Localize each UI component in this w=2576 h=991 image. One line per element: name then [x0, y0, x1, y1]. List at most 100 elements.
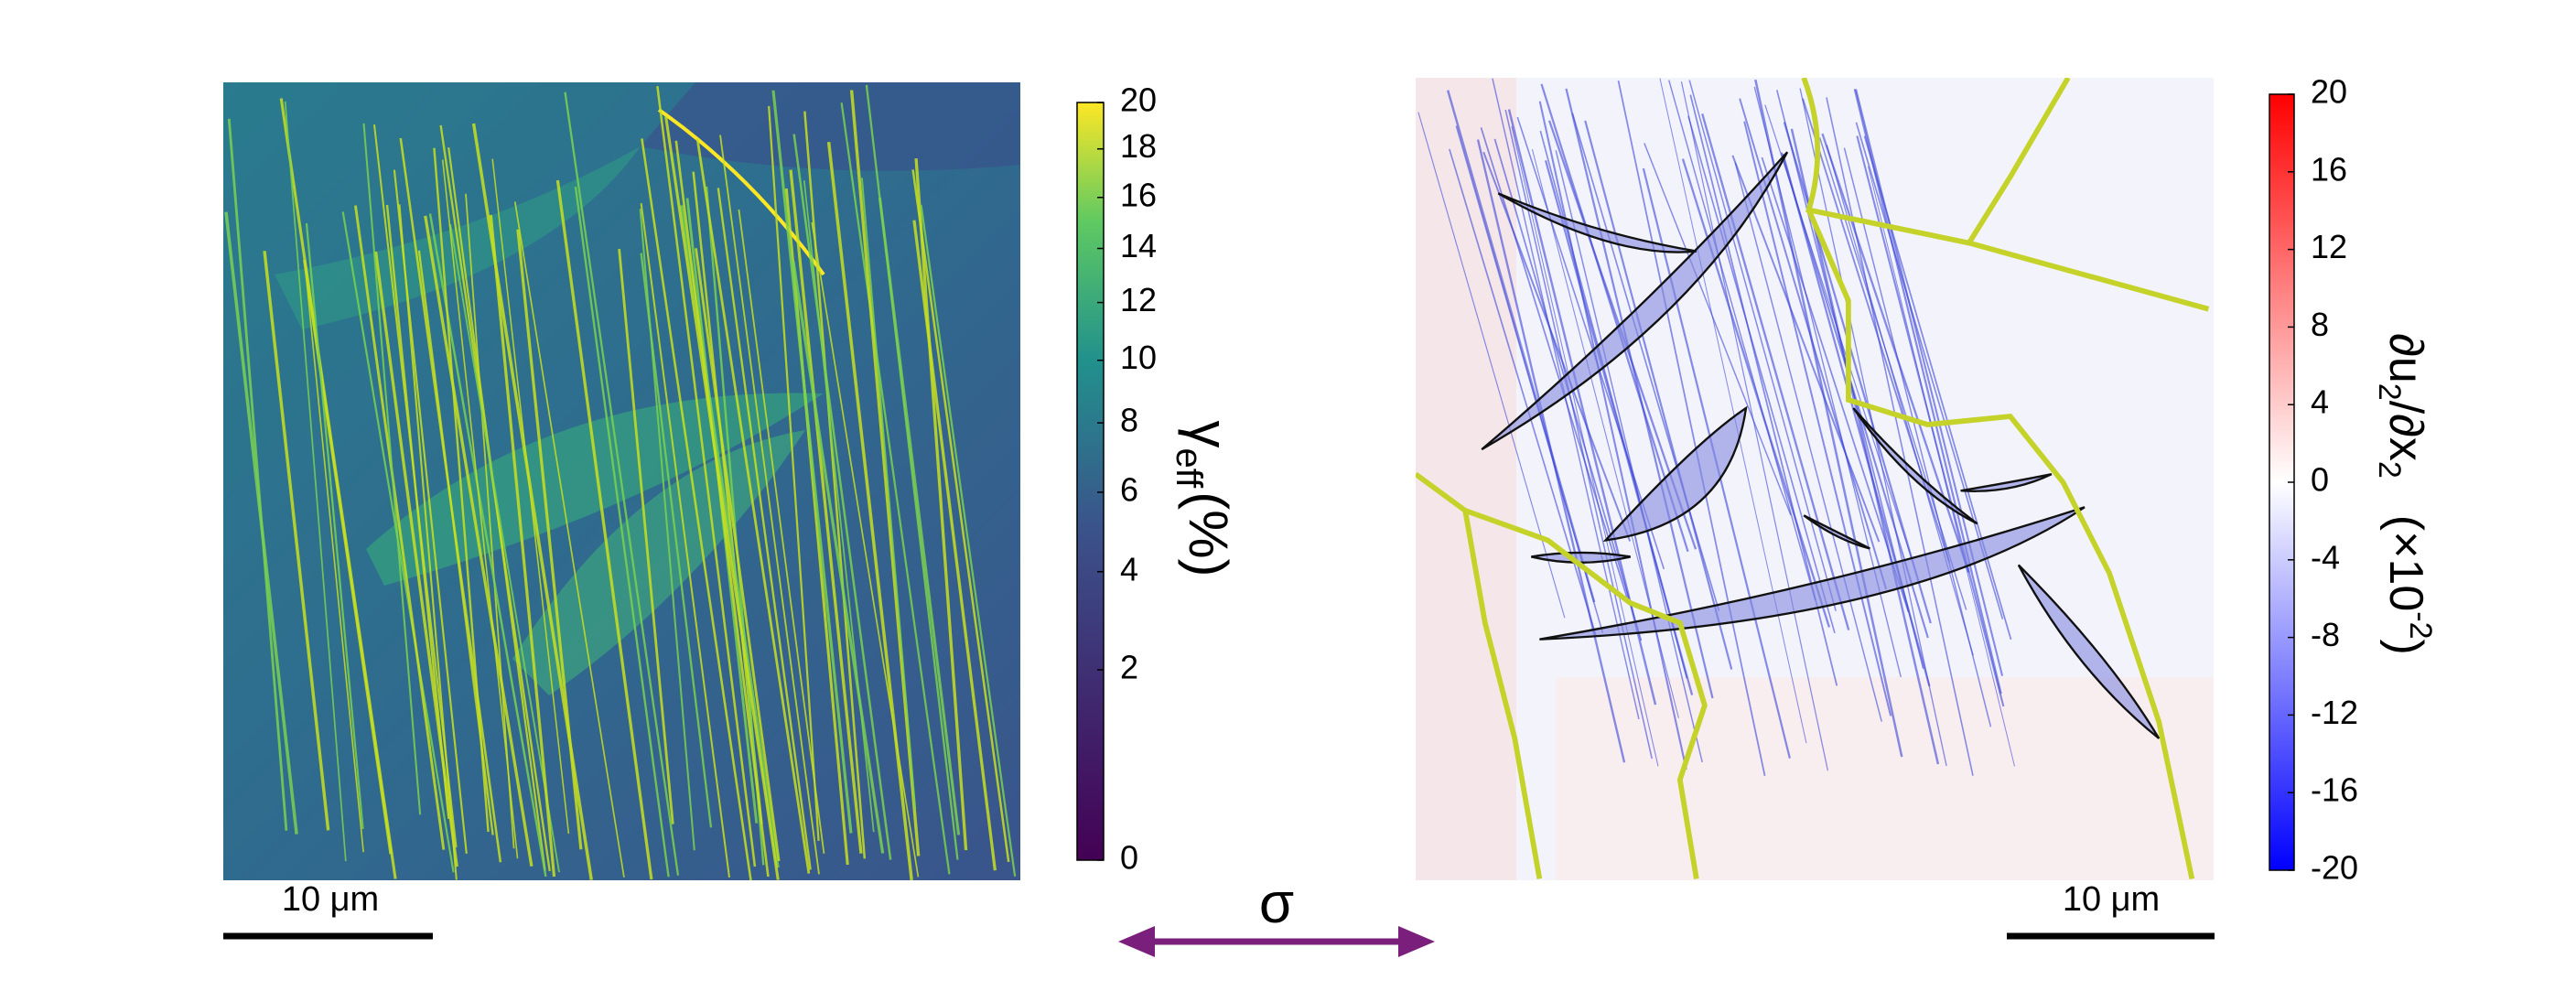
slip-trace [1761, 156, 1910, 612]
tick-label: 4 [1120, 550, 1138, 587]
slip-trace [1688, 80, 1837, 611]
slip-trace [305, 222, 364, 830]
tick-label: 20 [1120, 81, 1157, 119]
slip-trace [449, 223, 560, 873]
tick-label: -16 [2311, 771, 2358, 809]
slip-trace [860, 178, 917, 810]
slip-trace [792, 261, 885, 854]
slip-trace [393, 169, 468, 854]
slip-trace [362, 123, 422, 815]
slip-trace [227, 118, 288, 831]
colorbar-label: ∂u2/∂x2(×10-2) [2372, 333, 2438, 655]
slip-trace [641, 138, 752, 880]
slip-trace [640, 253, 713, 828]
tick-label: 0 [1120, 839, 1138, 877]
tick-label: 12 [1120, 281, 1157, 318]
slip-trace [574, 186, 670, 878]
label-subscript: eff [1169, 447, 1209, 489]
label-subscript: 2 [2372, 461, 2407, 479]
tick-label: 6 [1120, 470, 1138, 508]
slip-trace [1743, 121, 1892, 716]
slip-trace [1516, 116, 1665, 570]
slip-trace [695, 248, 781, 862]
slip-trace [1856, 135, 2005, 707]
slip-trace [1701, 113, 1850, 630]
stress-arrow [1118, 926, 1435, 957]
slip-trace [1565, 88, 1714, 699]
slip-trace [1687, 115, 1836, 634]
tick-label: -20 [2311, 849, 2358, 887]
slip-trace [447, 146, 546, 871]
slip-trace [372, 124, 458, 847]
slip-trace [354, 205, 446, 850]
slip-trace [1855, 122, 2004, 619]
label-superscript: -2 [2403, 611, 2438, 639]
tick-label: 20 [2311, 73, 2347, 111]
label-part: /∂x [2379, 401, 2432, 461]
slip-trace [840, 102, 951, 875]
stress-symbol: σ [1259, 872, 1294, 935]
tick-label: 14 [1120, 227, 1157, 264]
slip-trace [1826, 97, 1974, 776]
slip-trace [1659, 78, 1807, 744]
slip-trace [618, 248, 674, 824]
strain-map-right [1416, 78, 2214, 880]
slip-trace [1511, 125, 1659, 767]
slip-trace [1617, 80, 1766, 777]
slip-trace [1492, 78, 1640, 720]
scale-bar-label: 10 μm [282, 880, 379, 919]
tick-label: -12 [2311, 694, 2358, 731]
slip-trace [826, 142, 913, 880]
slip-trace [1799, 88, 1947, 767]
slip-trace [771, 90, 853, 834]
slip-trace [304, 264, 364, 853]
slip-trace [738, 209, 825, 854]
label-symbol: γ [1178, 420, 1239, 447]
label-part: ∂u [2379, 333, 2432, 383]
slip-trace [1843, 147, 1992, 727]
slip-trace [717, 188, 812, 870]
slip-trace [792, 134, 892, 860]
slip-trace [433, 147, 490, 833]
slip-trace [849, 90, 921, 856]
slip-trace [1790, 128, 1940, 765]
slip-trace [1455, 125, 1604, 633]
slip-trace [399, 137, 502, 863]
tick-label: -8 [2311, 616, 2340, 653]
strain-map-left [223, 82, 1020, 880]
slip-trace [656, 86, 757, 867]
tick-label: 12 [2311, 228, 2347, 265]
label-subscript: 2 [2372, 383, 2407, 401]
colorbar-label: γeff(%) [1169, 420, 1239, 576]
tick-label: 10 [1120, 339, 1157, 376]
slip-trace [1855, 89, 2004, 676]
slip-trace [1668, 80, 1816, 601]
label-unit: (%) [1178, 491, 1239, 576]
slip-trace [1680, 81, 1829, 771]
slip-trace [1734, 162, 1882, 722]
slip-trace [1853, 89, 2002, 695]
slip-trace [284, 102, 347, 862]
colorbar [1076, 102, 1105, 861]
slip-trace [555, 179, 653, 880]
tick-label: -4 [2311, 538, 2340, 576]
slip-trace [424, 215, 534, 867]
slip-trace [1731, 155, 1881, 543]
tick-label: 16 [1120, 176, 1157, 213]
slip-trace [878, 197, 961, 835]
slip-trace [441, 159, 519, 859]
slip-trace [263, 251, 330, 831]
slip-trace [1504, 109, 1653, 759]
tick-label: 16 [2311, 150, 2347, 188]
tick-label: 4 [2311, 383, 2329, 421]
slip-trace [695, 138, 811, 874]
slip-trace [705, 186, 765, 866]
tick-label: 8 [2311, 306, 2329, 343]
tick-label: 8 [1120, 402, 1138, 439]
tick-label: 18 [1120, 127, 1157, 165]
label-part: (×10 [2379, 515, 2432, 612]
slip-trace [674, 140, 770, 878]
slip-trace [911, 169, 1010, 863]
